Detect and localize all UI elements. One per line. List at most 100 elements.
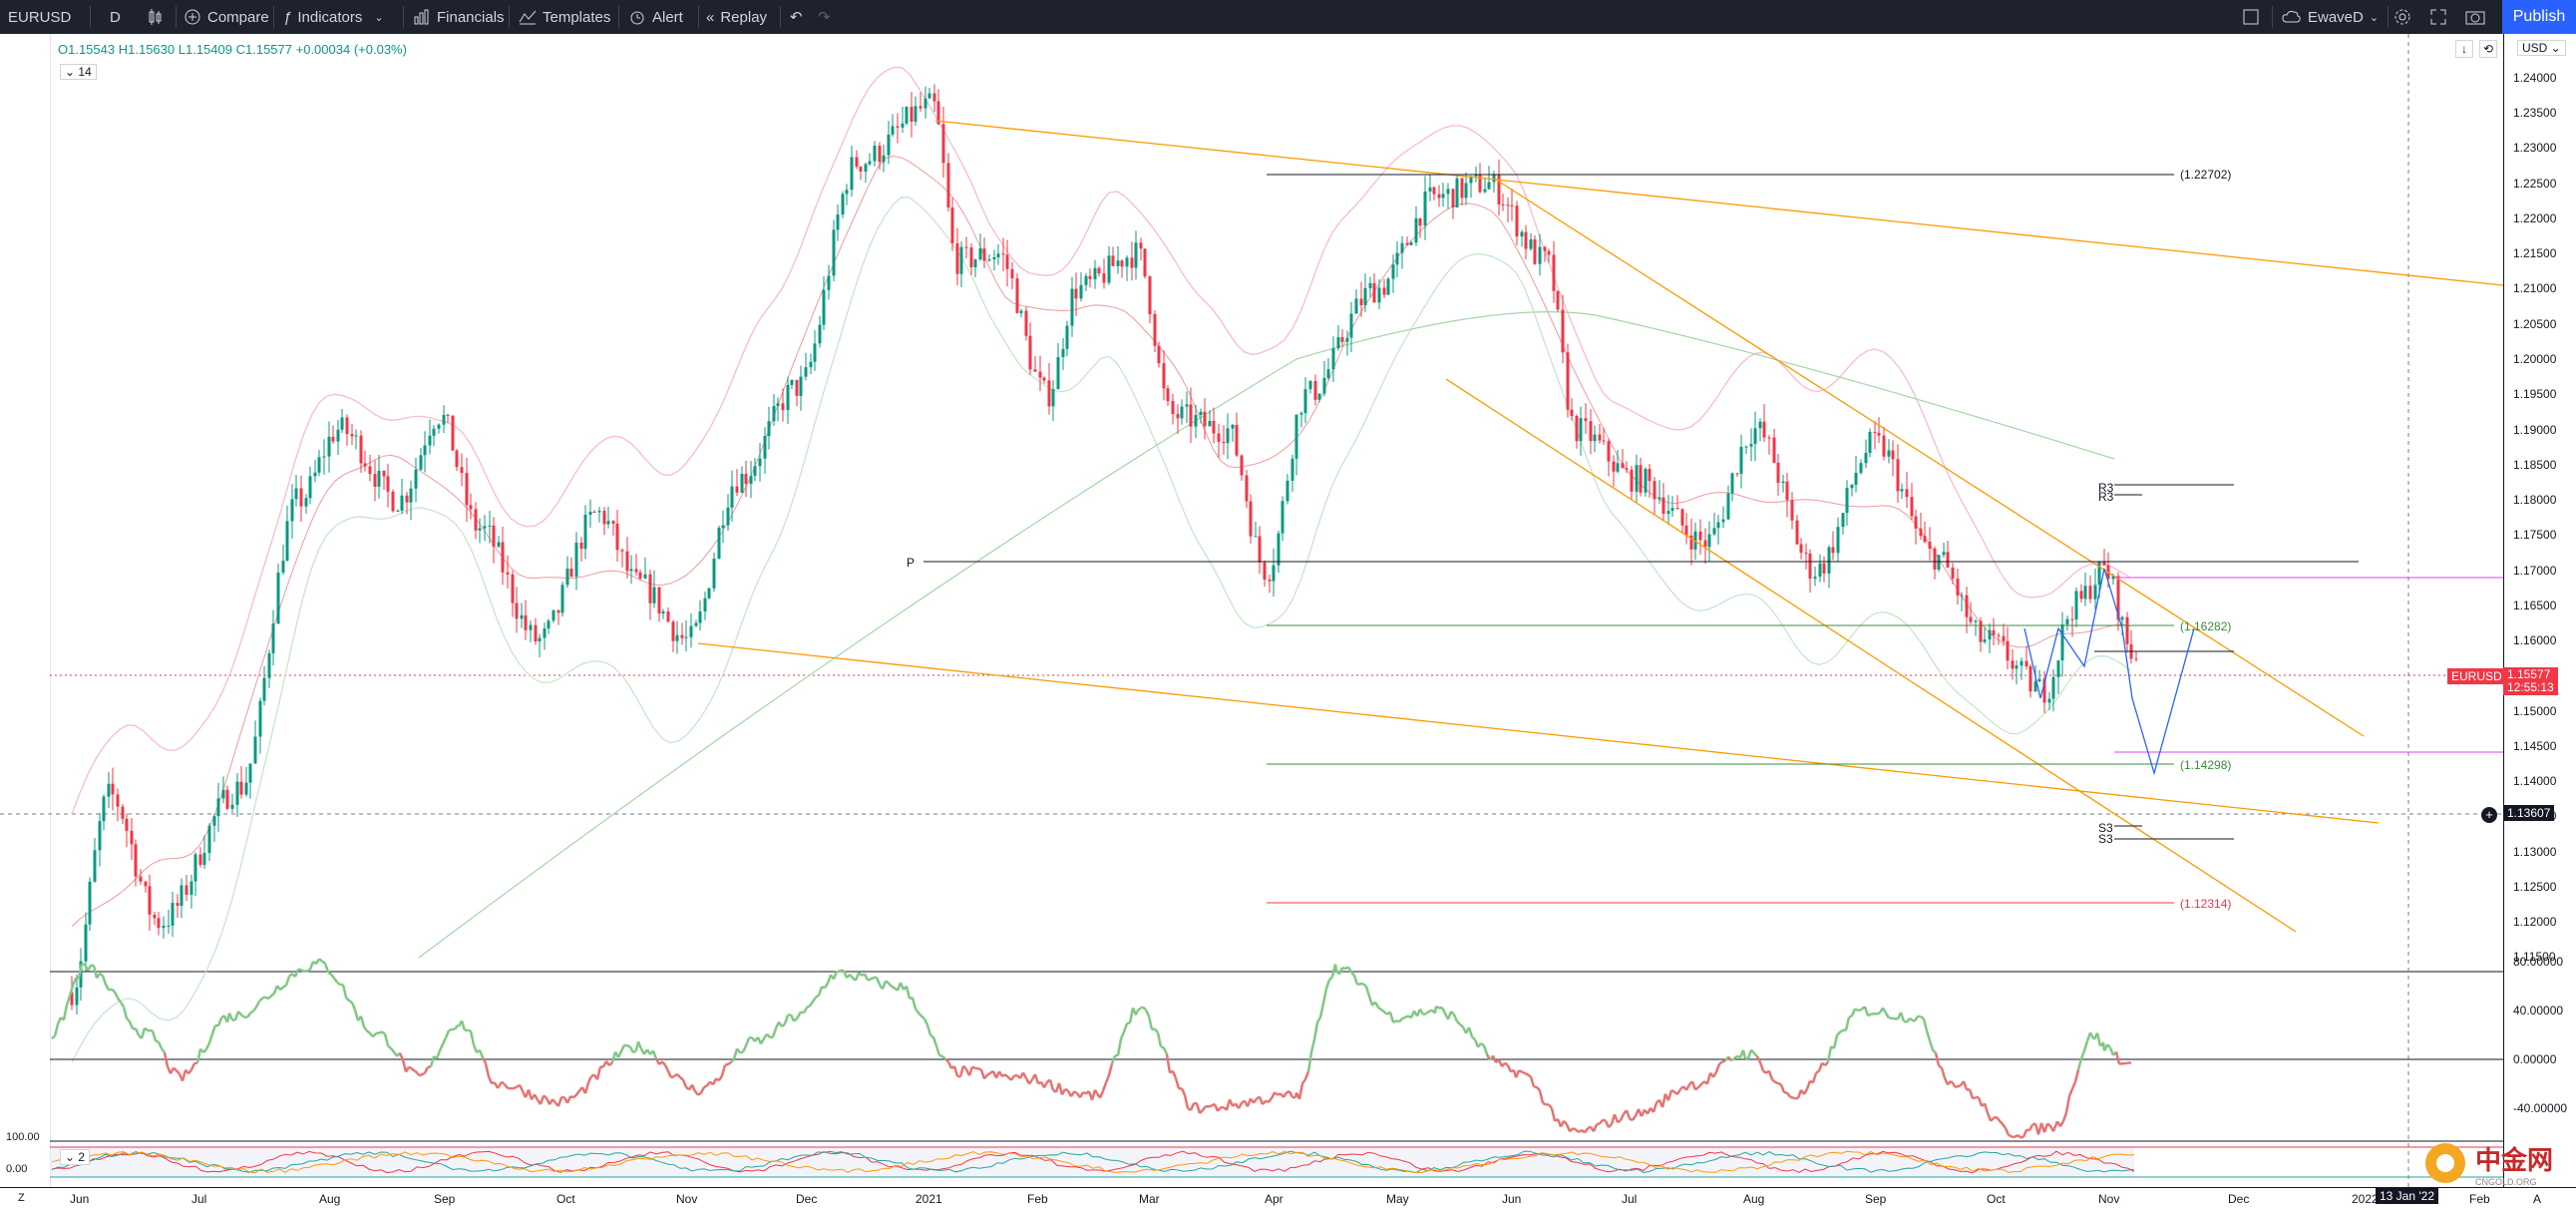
- oscillator-segment: [1793, 1098, 1795, 1099]
- oscillator-segment: [850, 975, 853, 979]
- oscillator-segment: [1103, 1082, 1106, 1090]
- candle-body: [2012, 660, 2015, 668]
- candle-body: [1314, 381, 1317, 400]
- candle-body: [1186, 404, 1189, 406]
- channel-line-upper: [1496, 180, 2364, 736]
- candle-body: [2007, 641, 2010, 660]
- candle-body: [1461, 179, 1464, 199]
- symbol-search[interactable]: EURUSD: [8, 0, 71, 34]
- indicator-length-badge[interactable]: ⌄ 14: [60, 64, 97, 80]
- candle-body: [277, 573, 280, 623]
- fullscreen-toggle[interactable]: [2242, 0, 2260, 34]
- oscillator-segment: [437, 1050, 440, 1058]
- time-tick: Dec: [796, 1192, 817, 1206]
- redo-icon: ↷: [818, 8, 831, 26]
- price-tick: 1.21000: [2513, 281, 2556, 295]
- candle-body: [443, 415, 446, 425]
- time-axis[interactable]: [0, 1187, 2576, 1210]
- candle-body: [484, 526, 487, 528]
- candle-body: [947, 163, 950, 207]
- candle-body: [566, 569, 569, 585]
- candle-body: [493, 526, 496, 547]
- settings-button[interactable]: [2393, 0, 2411, 34]
- oscillator-segment: [94, 966, 97, 979]
- oscillator-segment: [400, 1053, 403, 1060]
- oscillator-segment: [203, 1049, 206, 1052]
- oscillator-segment: [1197, 1103, 1200, 1113]
- compare-button[interactable]: Compare: [184, 0, 269, 34]
- candle-body: [819, 325, 822, 344]
- snapshot-button[interactable]: [2465, 0, 2485, 34]
- expand-button[interactable]: [2429, 0, 2447, 34]
- scroll-down-button[interactable]: ↓: [2455, 40, 2473, 58]
- oscillator-segment: [1137, 1008, 1140, 1011]
- candle-body: [397, 511, 400, 512]
- candle-body: [1957, 579, 1960, 596]
- stochastic-pane: [50, 1147, 2503, 1177]
- oscillator-segment: [1095, 1090, 1097, 1093]
- currency-selector[interactable]: USD ⌄: [2517, 40, 2566, 56]
- oscillator-segment: [868, 980, 871, 981]
- legend-open: O1.15543: [58, 42, 115, 57]
- timezone-button[interactable]: Z: [18, 1192, 25, 1204]
- oscillator-segment: [1314, 1022, 1317, 1039]
- oscillator-segment: [1354, 976, 1357, 985]
- oscillator-segment: [388, 1045, 391, 1048]
- candle-body: [535, 625, 538, 641]
- oscillator-segment: [1442, 1008, 1445, 1013]
- candle-body: [222, 790, 225, 799]
- interval-button[interactable]: D: [110, 0, 121, 34]
- candle-body: [117, 794, 120, 806]
- oscillator-badge[interactable]: ⌄ 2: [60, 1149, 90, 1165]
- candle-body: [1355, 298, 1358, 313]
- oscillator-segment: [576, 1090, 579, 1094]
- candle-body: [1011, 269, 1014, 278]
- publish-button[interactable]: Publish: [2502, 0, 2576, 34]
- oscillator-segment: [1979, 1097, 1982, 1106]
- candle-body: [846, 190, 849, 194]
- candle-body: [1246, 476, 1249, 502]
- oscillator-segment: [1834, 1035, 1837, 1048]
- candle-body: [1516, 205, 1519, 236]
- time-tick: May: [1386, 1192, 1409, 1206]
- candle-body: [1144, 248, 1147, 276]
- candle-body: [750, 476, 753, 484]
- plus-icon: +: [2485, 807, 2493, 822]
- chart-type-button[interactable]: [146, 0, 164, 34]
- candle-body: [1200, 412, 1203, 415]
- oscillator-segment: [1176, 1078, 1179, 1088]
- candle-body: [782, 403, 785, 410]
- price-axis[interactable]: [2503, 34, 2576, 1191]
- square-icon: [2242, 8, 2260, 26]
- oscillator-segment: [268, 996, 271, 999]
- candle-body: [1309, 381, 1312, 389]
- candle-body: [318, 457, 321, 472]
- candle-body: [240, 782, 243, 795]
- candle-body: [282, 561, 285, 573]
- candle-body: [286, 521, 289, 561]
- alert-button[interactable]: Alert: [628, 0, 683, 34]
- oscillator-segment: [1543, 1103, 1546, 1104]
- candle-body: [1126, 257, 1129, 266]
- layout-save-button[interactable]: EwaveD ⌄: [2282, 0, 2379, 34]
- candle-body: [1869, 432, 1872, 453]
- undo-button[interactable]: ↶: [790, 0, 803, 34]
- time-tick: Oct: [556, 1192, 575, 1206]
- oscillator-segment: [1816, 1071, 1819, 1073]
- oscillator-segment: [1454, 1014, 1457, 1021]
- financials-button[interactable]: Financials: [413, 0, 505, 34]
- reset-chart-button[interactable]: ⟲: [2479, 40, 2497, 58]
- indicators-button[interactable]: ƒ Indicators ⌄: [283, 0, 384, 34]
- alarm-clock-icon: [628, 8, 646, 26]
- oscillator-segment: [2006, 1128, 2009, 1135]
- refresh-icon: ⟲: [2483, 42, 2493, 56]
- redo-button[interactable]: ↷: [818, 0, 831, 34]
- add-alert-button[interactable]: +: [2481, 807, 2497, 823]
- oscillator-segment: [1065, 1089, 1068, 1091]
- templates-button[interactable]: Templates: [519, 0, 610, 34]
- undo-icon: ↶: [790, 8, 803, 26]
- oscillator-segment: [505, 1084, 508, 1088]
- replay-button[interactable]: « Replay: [706, 0, 767, 34]
- chevron-down-icon: ⌄: [374, 11, 383, 24]
- oscillator-segment: [1302, 1079, 1305, 1083]
